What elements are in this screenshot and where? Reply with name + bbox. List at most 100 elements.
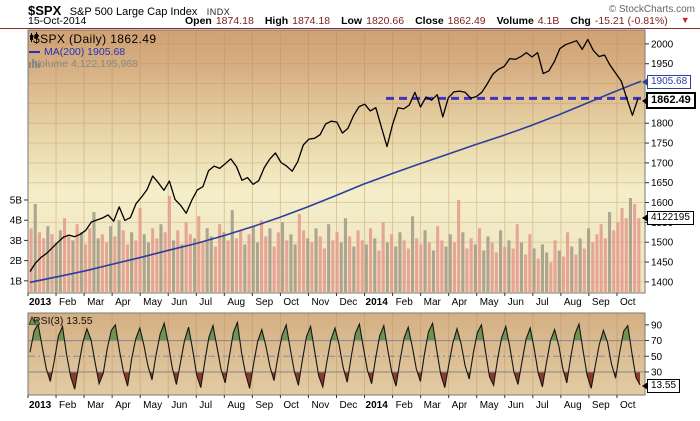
quote-low: Low 1820.66 [341, 15, 405, 27]
svg-text:May: May [480, 400, 499, 411]
svg-text:May: May [143, 297, 162, 308]
svg-text:4B: 4B [10, 216, 23, 227]
svg-text:5B: 5B [10, 196, 23, 207]
symbol: $SPX [28, 3, 62, 18]
svg-text:Feb: Feb [59, 297, 77, 308]
svg-text:50: 50 [651, 352, 663, 363]
header-divider [0, 28, 700, 29]
legend-volume-label: Volume 4,122,195,968 [33, 58, 139, 70]
legend-price: $SPX (Daily) 1862.49 [29, 32, 156, 46]
exchange: INDX [206, 7, 231, 17]
svg-text:Dec: Dec [340, 400, 358, 411]
svg-text:70: 70 [651, 336, 663, 347]
svg-text:1650: 1650 [651, 178, 674, 189]
svg-text:May: May [480, 297, 499, 308]
svg-text:Feb: Feb [59, 400, 77, 411]
svg-text:Mar: Mar [87, 297, 105, 308]
svg-text:1950: 1950 [651, 59, 674, 70]
svg-text:1B: 1B [10, 276, 23, 287]
svg-text:2014: 2014 [366, 297, 389, 308]
svg-text:Sep: Sep [255, 297, 273, 308]
index-name: S&P 500 Large Cap Index [69, 6, 198, 18]
svg-text:Oct: Oct [620, 400, 636, 411]
svg-text:Oct: Oct [283, 400, 299, 411]
quote-volume: Volume 4.1B [496, 15, 560, 27]
legend-rsi: RSI(3) 13.55 [29, 315, 93, 327]
svg-text:Nov: Nov [311, 297, 329, 308]
svg-text:Nov: Nov [311, 400, 329, 411]
quote-close: Close 1862.49 [415, 15, 486, 27]
svg-text:Jul: Jul [199, 297, 212, 308]
svg-text:Oct: Oct [283, 297, 299, 308]
svg-text:Apr: Apr [115, 400, 131, 411]
quote-bar: 15-Oct-2014 Open 1874.18 High 1874.18 Low 182… [28, 15, 700, 28]
svg-text:Sep: Sep [592, 297, 610, 308]
svg-text:2013: 2013 [29, 400, 52, 411]
svg-text:Feb: Feb [396, 400, 414, 411]
svg-text:1750: 1750 [651, 139, 674, 150]
ma200-line [29, 80, 642, 284]
quote-high: High 1874.18 [264, 15, 331, 27]
svg-text:Apr: Apr [115, 297, 131, 308]
svg-text:Mar: Mar [87, 400, 105, 411]
legend-price-label: $SPX (Daily) 1862.49 [33, 32, 157, 46]
svg-text:Jun: Jun [171, 297, 187, 308]
legend-ma: MA(200) 1905.68 [29, 46, 125, 58]
svg-text:Sep: Sep [592, 400, 610, 411]
legend-rsi-label: RSI(3) 13.55 [33, 315, 93, 327]
svg-text:1700: 1700 [651, 158, 674, 169]
svg-text:Sep: Sep [255, 400, 273, 411]
svg-text:Mar: Mar [424, 297, 442, 308]
svg-text:Apr: Apr [452, 400, 468, 411]
svg-text:1500: 1500 [651, 238, 674, 249]
ma-value-callout: 1905.68 [647, 75, 692, 89]
ma-line-icon [29, 51, 40, 53]
svg-text:1450: 1450 [651, 258, 674, 269]
svg-text:Jun: Jun [171, 400, 187, 411]
svg-text:Jun: Jun [508, 297, 524, 308]
svg-text:1800: 1800 [651, 119, 674, 130]
quote-date: 15-Oct-2014 [28, 15, 87, 27]
svg-text:Mar: Mar [424, 400, 442, 411]
svg-text:Jul: Jul [536, 400, 549, 411]
svg-text:30: 30 [651, 367, 663, 378]
svg-text:Jun: Jun [508, 400, 524, 411]
legend-ma-label: MA(200) 1905.68 [44, 46, 126, 58]
svg-text:2B: 2B [10, 256, 23, 267]
svg-text:2013: 2013 [29, 297, 52, 308]
svg-text:3B: 3B [10, 236, 23, 247]
svg-text:Dec: Dec [340, 297, 358, 308]
svg-text:Jul: Jul [536, 297, 549, 308]
svg-text:May: May [143, 400, 162, 411]
svg-text:Feb: Feb [396, 297, 414, 308]
volume-bars [29, 196, 641, 292]
svg-text:2000: 2000 [651, 39, 674, 50]
svg-text:Aug: Aug [564, 297, 582, 308]
svg-text:90: 90 [651, 320, 663, 331]
volume-value-callout: 4122195 [647, 211, 694, 225]
svg-text:Apr: Apr [452, 297, 468, 308]
legend-volume: Volume 4,122,195,968 [29, 58, 138, 70]
price-line [29, 38, 639, 272]
svg-text:Aug: Aug [227, 297, 245, 308]
svg-text:1600: 1600 [651, 198, 674, 209]
chg-down-icon: ▼ [680, 15, 690, 25]
svg-text:Oct: Oct [620, 297, 636, 308]
chart-header: $SPX S&P 500 Large Cap Index INDX [28, 2, 698, 18]
svg-text:2014: 2014 [366, 400, 389, 411]
svg-text:Aug: Aug [564, 400, 582, 411]
quote-open: Open 1874.18 [185, 15, 254, 27]
svg-text:Jul: Jul [199, 400, 212, 411]
quote-chg: Chg -15.21 (-0.81%) [570, 15, 668, 27]
axis-labels: 2000195019001850180017501700165016001550… [10, 39, 674, 411]
copyright: © StockCharts.com [608, 4, 695, 15]
axis-ticks [24, 43, 649, 398]
quote-values: Open 1874.18 High 1874.18 Low 1820.66 Close 186… [185, 15, 690, 27]
rsi-line [29, 320, 641, 390]
svg-text:Aug: Aug [227, 400, 245, 411]
rsi-value-callout: 13.55 [647, 379, 681, 393]
svg-text:1400: 1400 [651, 277, 674, 288]
close-value-callout: 1862.49 [646, 92, 696, 109]
